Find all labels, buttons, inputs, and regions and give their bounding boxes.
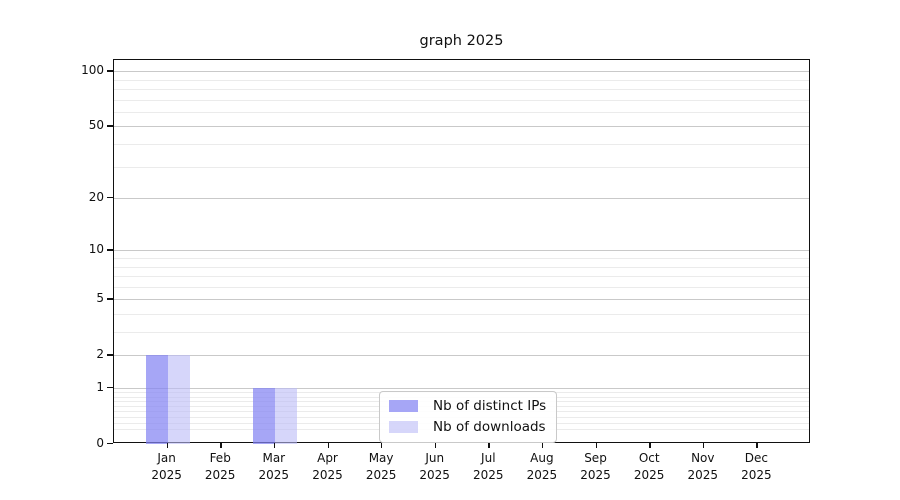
minor-gridline: [114, 258, 809, 259]
chart-title: graph 2025: [419, 33, 504, 49]
minor-gridline: [114, 276, 809, 277]
major-gridline: [114, 250, 809, 252]
x-tick-year: 2025: [258, 467, 290, 482]
x-tick-mark: [327, 443, 329, 448]
major-gridline: [114, 299, 809, 301]
x-tick-year: 2025: [365, 467, 397, 482]
bar-nb-of-distinct-ips: [145, 355, 168, 444]
y-tick-label: 100: [81, 63, 104, 78]
x-tick-year: 2025: [473, 467, 504, 482]
x-tick-label: Sep 2025: [564, 450, 628, 483]
x-tick-label: Jun 2025: [403, 450, 467, 483]
legend: Nb of distinct IPs Nb of downloads: [379, 391, 558, 443]
x-tick-mark: [702, 443, 705, 448]
x-tick-label: Jan 2025: [135, 450, 199, 483]
major-gridline: [114, 71, 809, 73]
minor-gridline: [114, 166, 809, 168]
y-tick-mark: [107, 70, 113, 72]
x-tick-mark: [541, 443, 544, 448]
x-tick-month: Mar: [262, 451, 286, 465]
major-gridline: [114, 388, 809, 389]
major-gridline: [114, 198, 809, 200]
y-tick-mark: [107, 298, 113, 300]
y-tick-label: 5: [96, 291, 104, 306]
x-tick-year: 2025: [687, 467, 719, 482]
legend-label-distinct-ips: Nb of distinct IPs: [433, 398, 547, 414]
major-gridline: [114, 355, 809, 357]
y-tick-label: 2: [96, 347, 104, 362]
minor-gridline: [114, 89, 809, 90]
y-tick-mark: [107, 249, 113, 251]
y-tick-label: 10: [88, 242, 104, 257]
x-tick-mark: [756, 443, 758, 448]
x-tick-year: 2025: [419, 467, 450, 482]
x-tick-month: Apr: [317, 451, 338, 465]
x-tick-label: Aug 2025: [510, 450, 574, 483]
bar-nb-of-downloads: [274, 388, 297, 444]
legend-item-distinct-ips: Nb of distinct IPs: [389, 398, 546, 414]
x-tick-mark: [434, 443, 437, 448]
y-tick-mark: [107, 125, 113, 127]
minor-gridline: [114, 286, 809, 288]
y-tick-label: 0: [96, 436, 104, 450]
minor-gridline: [114, 314, 809, 315]
x-tick-mark: [488, 443, 490, 448]
x-tick-label: Oct 2025: [617, 450, 681, 483]
x-tick-mark: [649, 443, 651, 448]
x-tick-year: 2025: [741, 467, 772, 482]
minor-gridline: [114, 99, 809, 101]
x-tick-label: Mar 2025: [242, 450, 306, 483]
x-tick-month: May: [368, 451, 394, 465]
bar-nb-of-distinct-ips: [252, 388, 275, 444]
minor-gridline: [114, 266, 809, 268]
x-tick-month: Nov: [691, 451, 715, 465]
major-gridline: [114, 126, 809, 128]
minor-gridline: [114, 332, 809, 333]
legend-item-downloads: Nb of downloads: [389, 419, 546, 435]
x-tick-month: Jan: [157, 451, 176, 465]
x-tick-month: Feb: [209, 451, 231, 465]
x-tick-mark: [595, 443, 597, 448]
x-tick-month: Sep: [584, 451, 607, 465]
legend-swatch-distinct-ips: [389, 400, 418, 412]
y-tick-mark: [107, 387, 113, 389]
x-tick-month: Oct: [638, 451, 660, 465]
y-tick-mark: [107, 354, 113, 356]
legend-label-downloads: Nb of downloads: [433, 419, 546, 435]
y-tick-label: 20: [88, 190, 104, 205]
x-tick-label: Nov 2025: [671, 450, 735, 483]
x-tick-year: 2025: [151, 467, 182, 482]
y-tick-mark: [107, 197, 113, 199]
y-tick-label: 1: [96, 380, 104, 394]
x-tick-year: 2025: [526, 467, 558, 482]
x-tick-label: Dec 2025: [724, 450, 788, 483]
x-tick-label: Jul 2025: [456, 450, 520, 483]
minor-gridline: [114, 144, 809, 145]
x-tick-mark: [273, 443, 276, 448]
legend-swatch-downloads: [389, 421, 418, 433]
x-tick-label: Feb 2025: [188, 450, 252, 483]
x-tick-month: Dec: [744, 451, 768, 465]
bar-nb-of-downloads: [167, 355, 190, 444]
x-tick-label: May 2025: [349, 450, 413, 483]
x-tick-mark: [381, 443, 383, 448]
x-tick-year: 2025: [204, 467, 236, 482]
x-tick-mark: [166, 443, 168, 448]
x-tick-label: Apr 2025: [296, 450, 360, 483]
x-tick-year: 2025: [633, 467, 665, 482]
plot-area: Nb of distinct IPs Nb of downloads: [113, 59, 810, 444]
x-tick-month: Jun: [425, 451, 445, 465]
minor-gridline: [114, 79, 809, 81]
y-tick-label: 50: [88, 118, 104, 133]
x-tick-year: 2025: [312, 467, 343, 482]
x-tick-month: Aug: [530, 451, 554, 465]
minor-gridline: [114, 111, 809, 113]
x-tick-month: Jul: [481, 451, 496, 465]
x-tick-year: 2025: [580, 467, 611, 482]
y-tick-mark: [107, 443, 113, 445]
x-tick-mark: [220, 443, 222, 448]
